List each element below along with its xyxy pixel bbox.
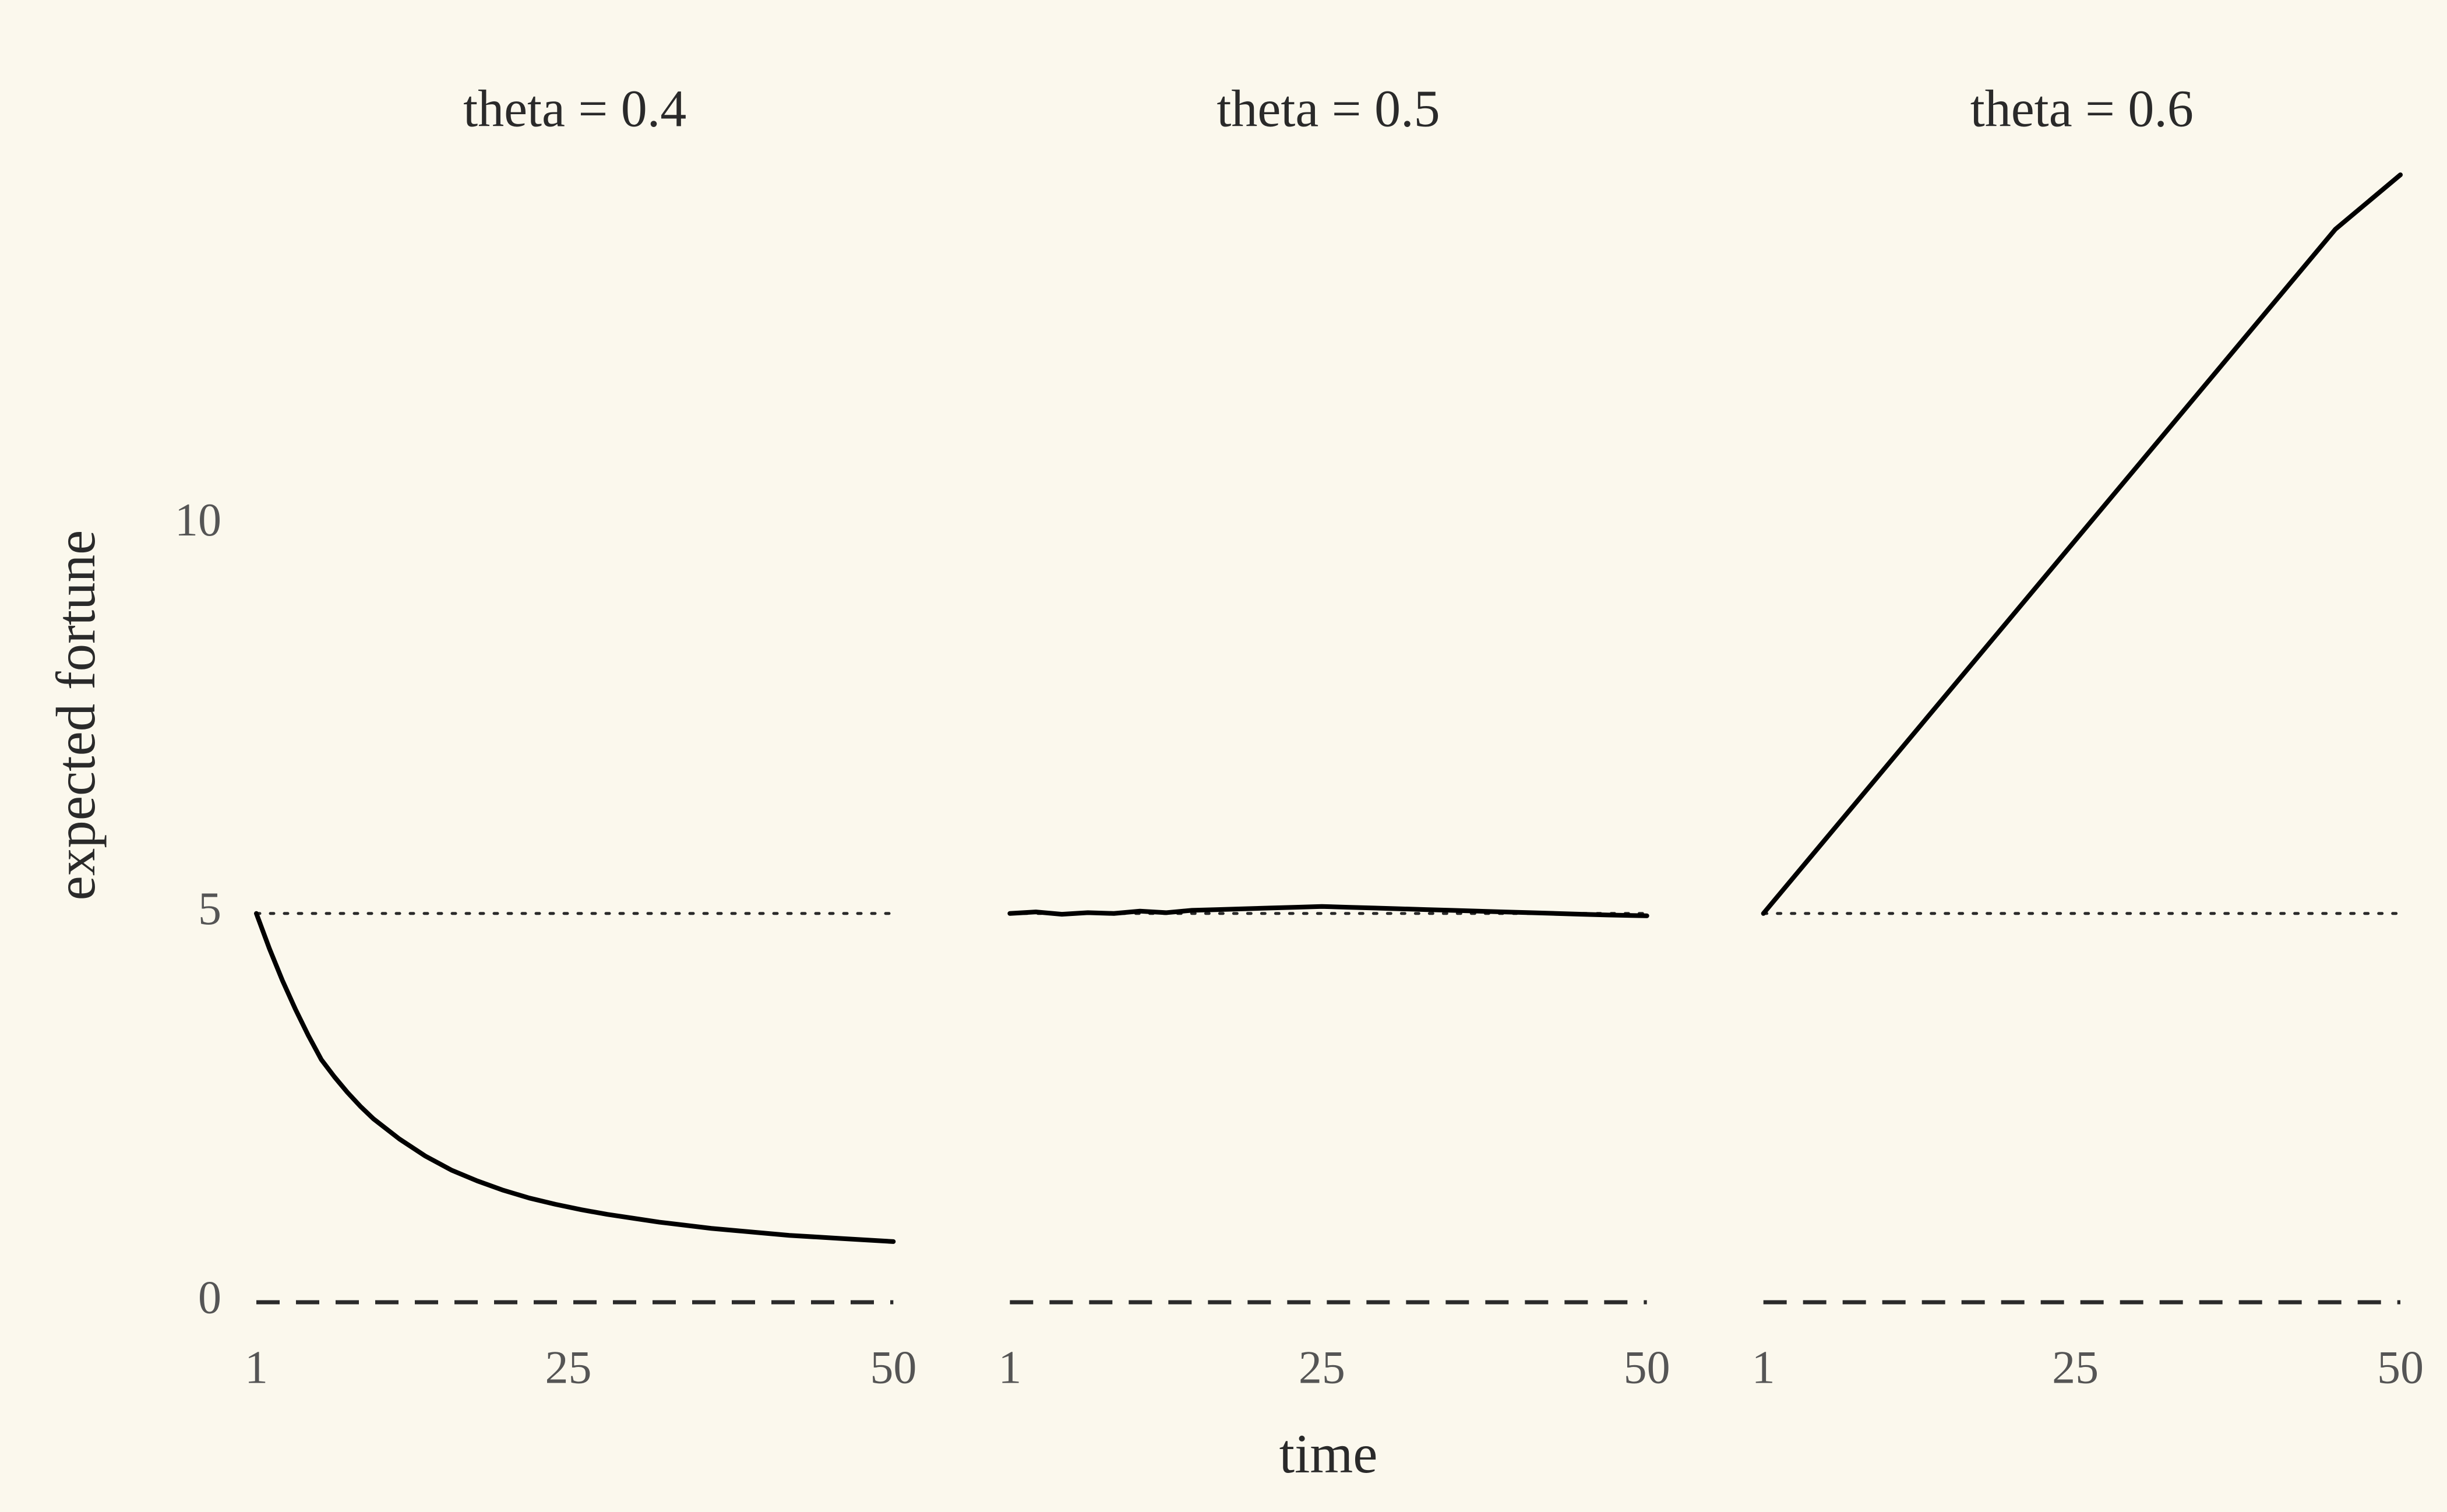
chart-background [0, 0, 2447, 1512]
x-tick-label: 1 [245, 1342, 268, 1393]
panel-title: theta = 0.4 [463, 80, 686, 138]
x-tick-label: 50 [1624, 1342, 1670, 1393]
x-tick-label: 50 [870, 1342, 916, 1393]
y-tick-label: 5 [198, 883, 221, 935]
x-tick-label: 1 [998, 1342, 1021, 1393]
x-axis-label: time [1279, 1423, 1378, 1485]
x-tick-label: 50 [2377, 1342, 2424, 1393]
x-tick-label: 25 [545, 1342, 592, 1393]
y-tick-label: 0 [198, 1272, 221, 1323]
x-tick-label: 25 [2052, 1342, 2099, 1393]
y-axis-label: expected fortune [45, 530, 107, 901]
panel-title: theta = 0.5 [1217, 80, 1440, 138]
x-tick-label: 1 [1752, 1342, 1775, 1393]
facet-chart: 0 5 10 expected fortune time theta = 0.4 1 25 50… [0, 0, 2447, 1512]
x-tick-label: 25 [1299, 1342, 1345, 1393]
y-tick-label: 10 [175, 495, 221, 546]
panel-title: theta = 0.6 [1970, 80, 2194, 138]
chart-container: 0 5 10 expected fortune time theta = 0.4 1 25 50… [0, 0, 2447, 1512]
